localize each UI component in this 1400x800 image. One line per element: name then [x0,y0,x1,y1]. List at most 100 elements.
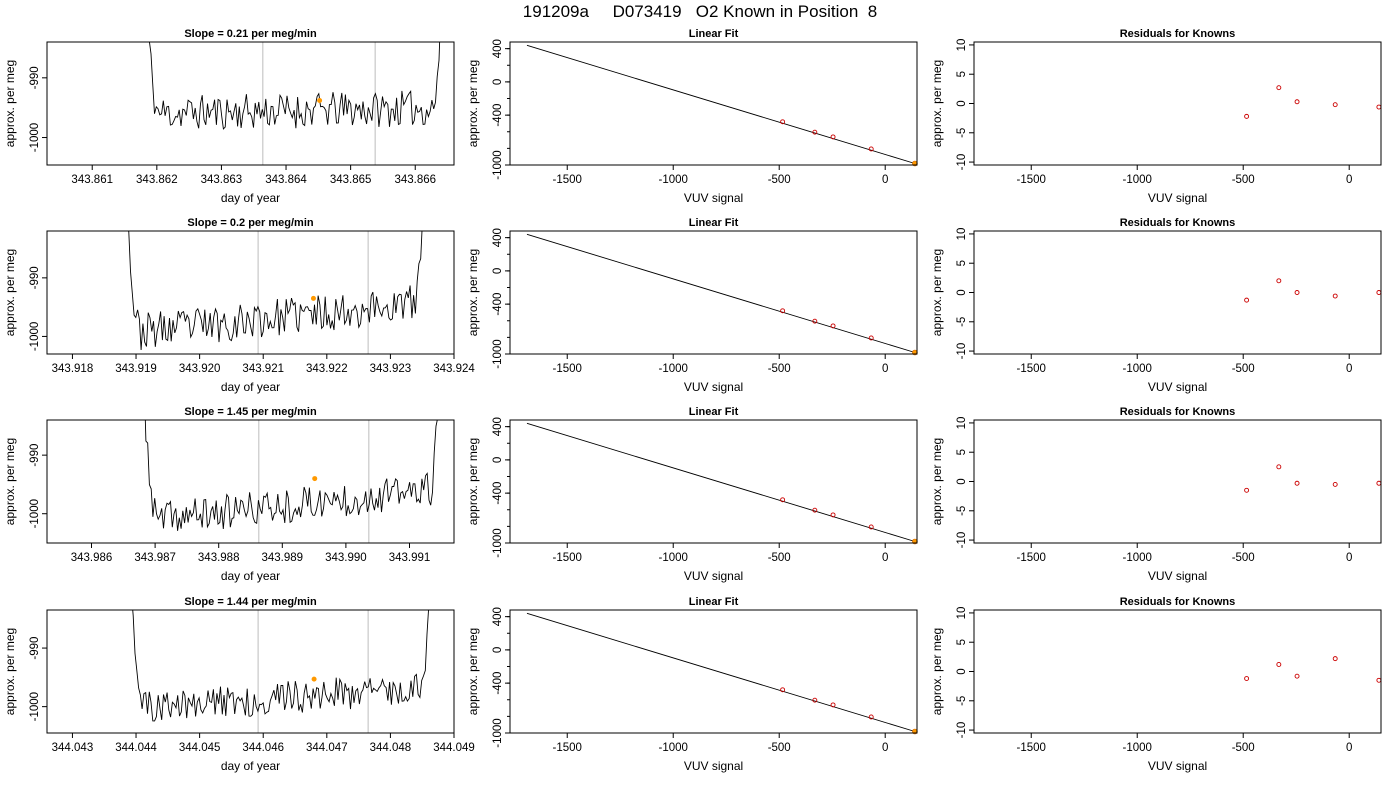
y-tick-label: -400 [492,293,504,316]
x-tick-label: 343.988 [198,552,240,564]
x-tick-label: -1000 [1123,552,1152,564]
y-tick-label: 5 [956,639,968,645]
x-tick-label: -1000 [659,363,688,375]
panel-title: Residuals for Knowns [1120,406,1236,418]
y-tick-label: 10 [956,39,968,52]
y-tick-label: 400 [492,607,504,626]
data-point [830,702,836,708]
x-axis-label: VUV signal [684,380,743,394]
x-tick-label: -1000 [1123,363,1152,375]
x-tick-label: 0 [882,742,888,754]
residual-point [1276,85,1282,91]
x-tick-label: 344.045 [179,742,221,754]
x-tick-label: -1500 [553,174,582,186]
data-point [780,687,786,693]
trace-line [149,42,441,130]
fit-line [526,612,916,732]
plot-frame [973,609,1382,734]
y-tick-label: -1000 [492,339,504,368]
x-tick-label: 343.862 [136,174,178,186]
x-tick-label: 343.923 [370,363,412,375]
y-tick-label: 0 [492,647,504,653]
y-tick-label: -5 [956,128,968,138]
y-tick-label: -990 [29,444,41,467]
x-tick-label: -1000 [659,552,688,564]
x-axis-label: VUV signal [684,191,743,205]
y-tick-label: -400 [492,672,504,695]
x-tick-label: -1000 [1123,174,1152,186]
x-tick-label: 343.991 [389,552,431,564]
x-tick-label: 344.046 [242,742,284,754]
panel-title: Slope = 0.2 per meg/min [187,217,314,229]
plot-frame [46,609,455,734]
x-axis-label: day of year [221,191,280,205]
residual-point [1276,278,1282,284]
panel-title: Linear Fit [689,596,739,608]
x-tick-label: 343.986 [71,552,113,564]
data-point [830,323,836,329]
y-tick-label: -5 [956,506,968,516]
residual-point [1244,113,1250,119]
y-tick-label: -5 [956,696,968,706]
trace-line [144,420,438,531]
x-tick-label: 0 [1346,363,1352,375]
panel-title: Linear Fit [689,406,739,418]
marker-point [311,676,317,682]
x-tick-label: 0 [882,552,888,564]
x-axis-label: day of year [221,380,280,394]
y-tick-label: -990 [29,66,41,89]
plot-frame [509,230,918,355]
residual-point [1376,480,1382,486]
y-tick-label: -10 [956,343,968,360]
data-point [780,308,786,314]
residual-point [1294,99,1300,105]
plot-frame [46,419,455,544]
fit-line [526,233,916,353]
plot-frame [509,609,918,734]
y-axis-label: approx. per meg [466,249,480,336]
y-tick-label: -1000 [29,322,41,351]
y-axis-label: approx. per meg [3,438,17,525]
residual-point [1332,481,1338,487]
x-axis-label: VUV signal [1148,380,1207,394]
y-tick-label: -990 [29,637,41,660]
y-tick-label: 0 [956,478,968,484]
residual-point [1376,104,1382,110]
x-tick-label: -1000 [659,742,688,754]
x-tick-label: -500 [768,363,791,375]
residual-point [1376,677,1382,683]
x-tick-label: -1500 [553,363,582,375]
x-tick-label: 343.922 [306,363,348,375]
x-axis-label: day of year [221,569,280,583]
data-point [868,524,874,530]
data-point [830,512,836,518]
residual-point [1244,297,1250,303]
x-tick-label: 343.989 [262,552,304,564]
x-tick-label: -1500 [1017,742,1046,754]
residual-point [1294,673,1300,679]
fit-line [526,44,916,164]
x-axis-label: VUV signal [684,569,743,583]
y-tick-label: -5 [956,317,968,327]
y-axis-label: approx. per meg [930,438,944,525]
residual-point [1332,293,1338,299]
panel-title: Slope = 0.21 per meg/min [184,28,317,40]
panel-title: Residuals for Knowns [1120,28,1236,40]
x-tick-label: -500 [768,742,791,754]
x-tick-label: 343.987 [134,552,176,564]
x-tick-label: 343.919 [115,363,157,375]
x-tick-label: 0 [882,174,888,186]
x-tick-label: 343.864 [265,174,307,186]
y-axis-label: approx. per meg [930,249,944,336]
x-tick-label: -1500 [553,552,582,564]
y-tick-label: -990 [29,266,41,289]
data-point [812,507,818,513]
residual-point [1244,487,1250,493]
data-point [812,129,818,135]
x-tick-label: 0 [1346,742,1352,754]
x-axis-label: VUV signal [1148,759,1207,773]
panel-title: Linear Fit [689,217,739,229]
x-tick-label: -1500 [1017,174,1046,186]
plot-frame [973,230,1382,355]
